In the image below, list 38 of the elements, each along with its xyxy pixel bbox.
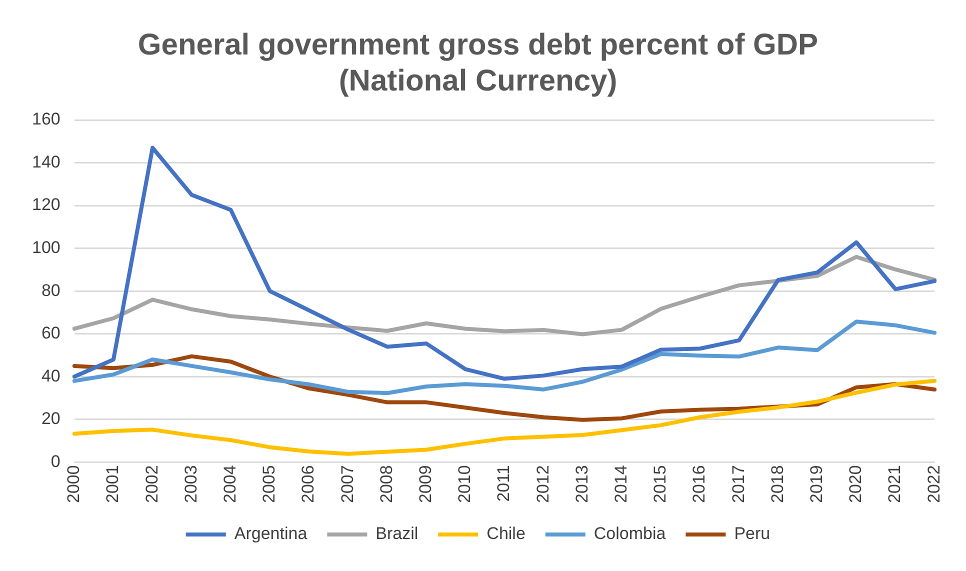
chart-title: General government gross debt percent of GDP (National Currency) xyxy=(138,28,818,98)
x-tick-label: 2013 xyxy=(572,465,592,504)
y-tick-label: 120 xyxy=(32,195,60,214)
legend-label: Colombia xyxy=(594,524,666,544)
x-tick-label: 2017 xyxy=(728,465,748,504)
x-tick-label: 2007 xyxy=(338,465,357,504)
y-tick-label: 0 xyxy=(50,452,60,471)
y-tick-label: 40 xyxy=(41,366,60,386)
x-tick-label: 2021 xyxy=(885,465,904,504)
x-tick-label: 2018 xyxy=(768,465,787,504)
y-tick-label: 20 xyxy=(41,409,60,428)
legend-label: Peru xyxy=(734,524,770,544)
x-tick-label: 2011 xyxy=(494,465,514,502)
x-tick-label: 2003 xyxy=(181,465,200,504)
y-tick-label: 60 xyxy=(41,324,60,343)
x-tick-label: 2006 xyxy=(298,465,318,504)
x-tick-label: 2012 xyxy=(533,465,552,504)
x-tick-label: 2010 xyxy=(455,465,474,504)
x-tick-label: 2020 xyxy=(846,465,866,504)
y-tick-label: 80 xyxy=(41,280,60,300)
x-tick-label: 2008 xyxy=(376,465,396,504)
y-tick-label: 140 xyxy=(32,152,60,172)
x-tick-label: 2016 xyxy=(690,465,709,504)
x-tick-label: 2005 xyxy=(260,465,279,504)
legend-label: Argentina xyxy=(234,524,308,544)
x-tick-label: 2002 xyxy=(142,465,162,504)
x-tick-label: 2014 xyxy=(611,465,630,504)
x-tick-label: 2015 xyxy=(650,465,670,504)
y-tick-label: 160 xyxy=(32,110,60,129)
x-tick-label: 2000 xyxy=(64,465,84,504)
x-tick-label: 2019 xyxy=(806,465,826,504)
x-tick-label: 2001 xyxy=(103,465,122,504)
x-tick-label: 2009 xyxy=(416,465,435,504)
x-tick-label: 2004 xyxy=(220,465,240,504)
legend-label: Chile xyxy=(486,524,526,544)
x-tick-label: 2022 xyxy=(924,465,944,504)
y-tick-label: 100 xyxy=(32,238,60,258)
legend-label: Brazil xyxy=(376,524,418,544)
